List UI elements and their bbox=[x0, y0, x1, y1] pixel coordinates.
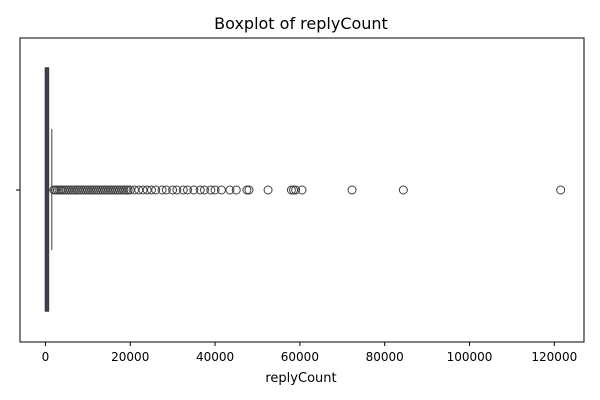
x-tick-label: 100000 bbox=[447, 350, 493, 364]
x-tick-label: 80000 bbox=[366, 350, 404, 364]
outlier-point bbox=[157, 185, 167, 195]
outlier-point bbox=[199, 185, 209, 195]
outlier-point bbox=[119, 185, 129, 195]
outlier-point bbox=[556, 185, 566, 195]
outlier-point bbox=[398, 185, 408, 195]
outlier-point bbox=[161, 185, 171, 195]
box bbox=[44, 67, 53, 312]
outlier-point bbox=[291, 185, 301, 195]
x-tick-label: 120000 bbox=[531, 350, 577, 364]
outlier-point bbox=[297, 185, 307, 195]
outlier-point bbox=[172, 185, 182, 195]
x-tick-label: 0 bbox=[42, 350, 50, 364]
x-axis-label: replyCount bbox=[265, 371, 336, 386]
outliers bbox=[49, 185, 566, 195]
x-tick-label: 40000 bbox=[196, 350, 234, 364]
outlier-point bbox=[286, 185, 296, 195]
chart-title: Boxplot of replyCount bbox=[214, 14, 388, 33]
x-tick-label: 60000 bbox=[281, 350, 319, 364]
outlier-point bbox=[178, 185, 188, 195]
outlier-point bbox=[206, 185, 216, 195]
outlier-point bbox=[231, 185, 241, 195]
x-tick-label: 20000 bbox=[111, 350, 149, 364]
outlier-point bbox=[242, 185, 252, 195]
outlier-point bbox=[347, 185, 357, 195]
outlier-point bbox=[225, 185, 235, 195]
outlier-point bbox=[151, 185, 161, 195]
outlier-point bbox=[183, 185, 193, 195]
x-axis: 0 20000 40000 60000 80000 100000 120000 bbox=[42, 342, 577, 364]
outlier-point bbox=[189, 185, 199, 195]
outlier-point bbox=[146, 185, 156, 195]
outlier-point bbox=[210, 185, 220, 195]
outlier-point bbox=[168, 185, 178, 195]
outlier-point bbox=[263, 185, 273, 195]
outlier-point bbox=[195, 185, 205, 195]
outlier-point bbox=[123, 185, 133, 195]
outlier-point bbox=[244, 185, 254, 195]
